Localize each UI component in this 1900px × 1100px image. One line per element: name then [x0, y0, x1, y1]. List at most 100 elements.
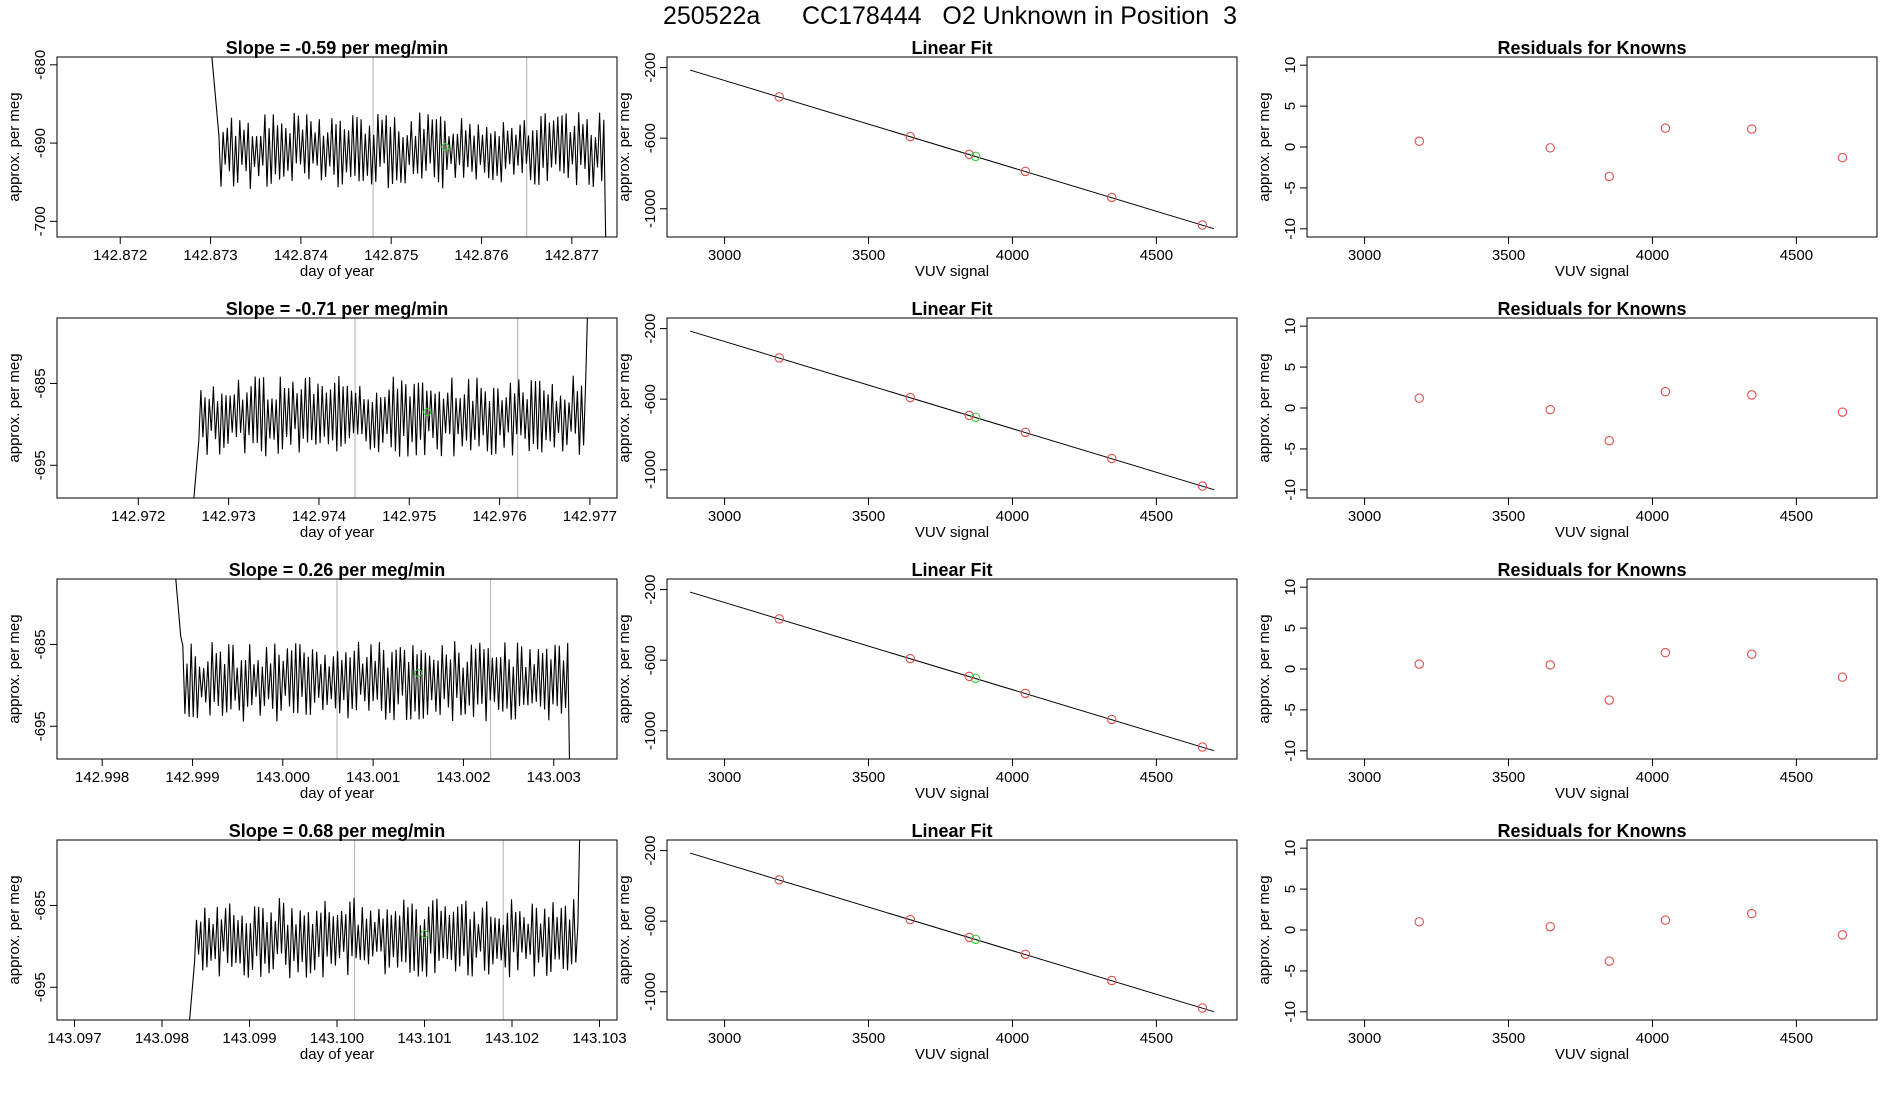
y-axis-label: approx. per meg: [616, 353, 633, 462]
y-tick-label: 5: [1282, 102, 1299, 110]
fit-line: [689, 852, 1215, 1013]
x-tick-label: 4500: [1780, 769, 1813, 786]
panel-title: Linear Fit: [911, 821, 992, 841]
unknown-point: [970, 934, 981, 945]
known-point: [1545, 921, 1556, 932]
x-axis-label: VUV signal: [1555, 263, 1629, 280]
data-layer: [189, 840, 581, 1020]
data-layer: [211, 57, 607, 237]
y-axis-label: approx. per meg: [6, 92, 23, 201]
y-tick-label: 10: [1282, 840, 1299, 857]
x-tick-label: 3000: [708, 508, 741, 525]
y-tick-label: -200: [642, 575, 659, 605]
known-point: [1414, 917, 1425, 927]
known-point: [964, 932, 975, 943]
x-tick-label: 142.877: [545, 247, 599, 264]
time-series-trace: [175, 579, 571, 759]
panel-title: Residuals for Knowns: [1497, 560, 1686, 580]
known-point: [1020, 688, 1031, 699]
data-layer: [689, 591, 1215, 752]
plot-frame: [666, 317, 1238, 499]
plot-frame: [666, 578, 1238, 760]
known-point: [1414, 136, 1425, 147]
x-tick-label: 143.103: [572, 1030, 626, 1047]
time-series-panel-row-3: Slope = 0.26 per meg/min 142.998 142.999 14…: [6, 560, 618, 802]
known-point: [964, 149, 975, 160]
x-tick-label: 142.977: [563, 508, 617, 525]
known-point: [1604, 435, 1615, 446]
plot-frame: [1306, 578, 1878, 760]
known-point: [1414, 393, 1425, 403]
known-point: [1747, 390, 1757, 400]
x-tick-label: 3000: [708, 247, 741, 264]
x-tick-label: 142.998: [75, 769, 129, 786]
known-point: [1107, 192, 1117, 203]
time-series-panel-row-2: Slope = -0.71 per meg/min 142.972 142.973 1…: [6, 299, 618, 541]
x-tick-label: 142.999: [165, 769, 219, 786]
plot-frame: [666, 56, 1238, 238]
known-point: [1660, 647, 1671, 658]
x-tick-label: 4500: [1140, 769, 1173, 786]
known-point: [905, 653, 916, 664]
data-layer: [1414, 647, 1848, 705]
y-axis-label: approx. per meg: [1256, 92, 1273, 201]
x-tick-label: 4000: [996, 1030, 1029, 1047]
data-layer: [1414, 386, 1848, 446]
y-tick-label: -5: [1282, 181, 1299, 194]
known-point: [1545, 404, 1556, 415]
known-point: [1604, 171, 1615, 182]
x-tick-label: 143.102: [485, 1030, 539, 1047]
known-point: [1660, 386, 1671, 397]
x-tick-label: 4000: [1636, 508, 1669, 525]
y-tick-label: -5: [1282, 703, 1299, 716]
x-axis-label: day of year: [300, 263, 374, 280]
y-axis-label: approx. per meg: [1256, 875, 1273, 984]
x-tick-label: 3500: [1492, 247, 1525, 264]
plot-frame: [56, 56, 618, 238]
known-point: [1545, 660, 1556, 670]
y-tick-label: 10: [1282, 57, 1299, 74]
x-tick-label: 4000: [996, 769, 1029, 786]
y-tick-label: -200: [642, 836, 659, 866]
x-tick-label: 143.101: [397, 1030, 451, 1047]
x-tick-label: 4000: [1636, 769, 1669, 786]
x-tick-label: 3500: [852, 247, 885, 264]
y-axis-label: approx. per meg: [616, 614, 633, 723]
known-point: [1660, 123, 1671, 133]
unknown-point: [970, 673, 981, 684]
x-tick-label: 4000: [1636, 247, 1669, 264]
y-tick-label: -10: [1282, 479, 1299, 501]
x-tick-label: 3000: [708, 1030, 741, 1047]
known-point: [1837, 672, 1848, 682]
time-series-panel-row-4: Slope = 0.68 per meg/min 143.097 143.098 14…: [6, 821, 627, 1063]
x-tick-label: 4500: [1780, 508, 1813, 525]
y-tick-label: -700: [32, 206, 49, 236]
known-point: [1020, 949, 1031, 960]
y-tick-label: -1000: [642, 190, 659, 228]
fit-line: [689, 330, 1215, 491]
known-point: [1747, 124, 1757, 134]
residuals-panel-row-1: Residuals for Knowns 3000 3500 4000 4500 10 5 0…: [1256, 38, 1878, 280]
x-axis-label: VUV signal: [915, 1046, 989, 1063]
y-axis-label: approx. per meg: [6, 614, 23, 723]
known-point: [774, 875, 785, 885]
unknown-point: [970, 412, 981, 423]
x-tick-label: 4500: [1780, 247, 1813, 264]
x-tick-label: 142.975: [382, 508, 436, 525]
known-point: [964, 410, 975, 421]
time-series-trace: [189, 840, 581, 1020]
data-layer: [175, 579, 571, 759]
known-point: [1197, 1003, 1208, 1013]
page-title: 250522a CC178444 O2 Unknown in Position …: [663, 2, 1237, 30]
plot-frame: [1306, 56, 1878, 238]
y-tick-label: 0: [1282, 404, 1299, 412]
linear-fit-panel-row-2: Linear Fit 3000 3500 4000 4500 -200 -600 -1000 V…: [616, 299, 1238, 541]
known-point: [1107, 453, 1117, 464]
x-tick-label: 143.001: [346, 769, 400, 786]
known-point: [1747, 649, 1757, 660]
known-point: [964, 671, 975, 682]
residuals-panel-row-4: Residuals for Knowns 3000 3500 4000 4500 10 5 0…: [1256, 821, 1878, 1063]
x-axis-label: VUV signal: [1555, 524, 1629, 541]
linear-fit-panel-row-1: Linear Fit 3000 3500 4000 4500 -200 -600 -1000 V…: [616, 38, 1238, 280]
